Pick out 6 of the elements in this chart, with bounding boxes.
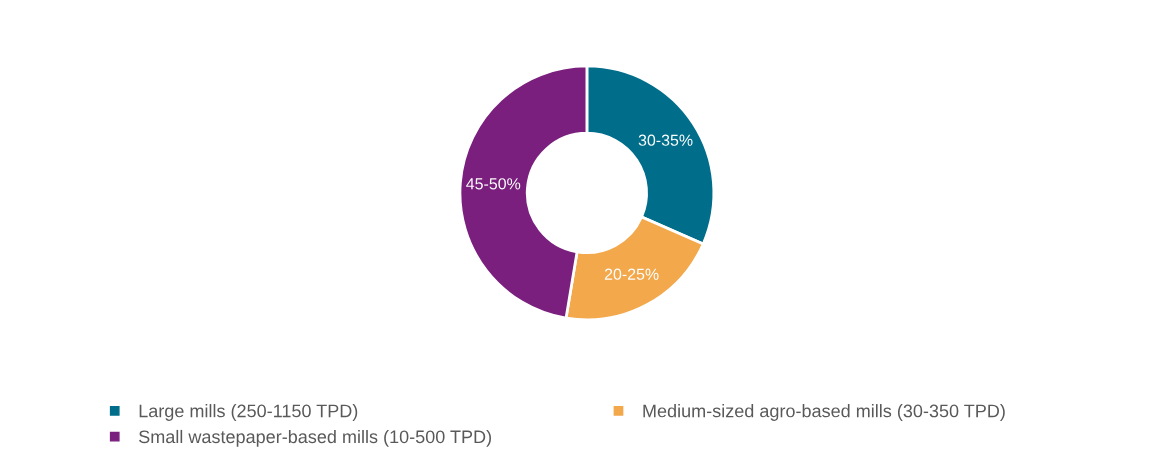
legend-label: Large mills (250-1150 TPD) (139, 404, 358, 421)
data-label: 20-25% (604, 268, 659, 280)
data-label: 45-50% (466, 178, 521, 190)
legend-label: Small wastepaper-based mills (10-500 TPD) (139, 429, 491, 447)
legend-label: Medium-sized agro-based mills (30-350 TPD) (643, 404, 1005, 421)
data-label: 30-35% (638, 134, 693, 146)
